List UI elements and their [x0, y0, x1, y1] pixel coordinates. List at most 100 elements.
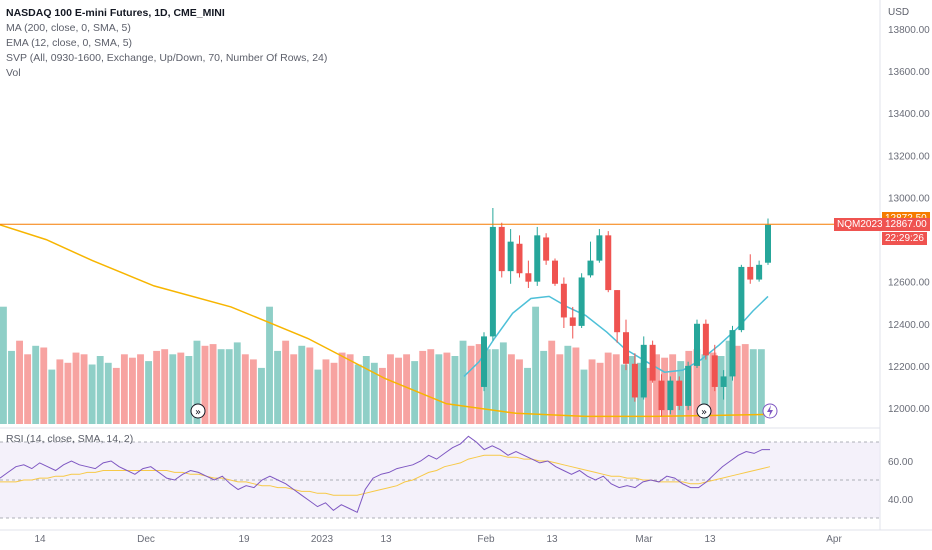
price-tick-label: 13000.00	[888, 193, 930, 204]
vol-legend[interactable]: Vol	[6, 67, 21, 79]
volume-bar	[120, 354, 128, 424]
volume-bar	[161, 349, 169, 424]
time-tick-label: Feb	[477, 534, 495, 545]
volume-bar	[233, 342, 241, 424]
volume-bar	[274, 350, 282, 424]
volume-bar	[322, 359, 330, 424]
volume-bar	[411, 361, 419, 424]
dividend-marker-icon[interactable]: »	[696, 403, 712, 419]
ma-line	[0, 224, 771, 418]
price-tick-label: 12400.00	[888, 320, 930, 331]
volume-bar	[298, 345, 306, 424]
rsi-pane: 60.00 40.00	[0, 435, 913, 519]
volume-bar	[588, 359, 596, 424]
volume-bar	[548, 340, 556, 424]
time-tick-label: 14	[34, 534, 46, 545]
volume-bar	[266, 306, 273, 424]
volume-bar	[516, 359, 523, 424]
volume-bar	[693, 349, 701, 424]
rsi-legend[interactable]: RSI (14, close, SMA, 14, 2)	[6, 433, 134, 445]
candle-body	[765, 224, 771, 263]
volume-bar	[387, 354, 394, 424]
dividend-marker-icon[interactable]: »	[190, 403, 206, 419]
price-tick-label: 12000.00	[888, 404, 930, 415]
ema-legend[interactable]: EMA (12, close, 0, SMA, 5)	[6, 37, 133, 49]
candle-body	[481, 336, 487, 387]
volume-bar	[64, 362, 72, 424]
volume-bar	[645, 367, 652, 424]
volume-bar	[0, 306, 7, 424]
volume-bar	[177, 352, 185, 424]
candle-body	[729, 330, 736, 377]
volume-bar	[314, 369, 322, 424]
volume-bar	[596, 362, 604, 424]
volume-bar	[701, 354, 709, 424]
volume-bar	[709, 352, 717, 424]
volume-bar	[725, 340, 733, 424]
time-tick-label: Apr	[826, 534, 842, 545]
time-axis: 14 Dec 19 2023 13 Feb 13 Mar 13 Apr	[34, 534, 842, 545]
candle-body	[534, 235, 541, 282]
volume-bar	[443, 352, 451, 424]
lightning-event-icon[interactable]	[762, 403, 778, 419]
volume-bar	[72, 352, 80, 424]
price-axis: 13800.00 13600.00 13400.00 13200.00 13000.00…	[888, 25, 930, 415]
volume-bar	[290, 354, 298, 424]
volume-bar	[435, 354, 443, 424]
volume-bar	[209, 344, 217, 424]
volume-bar	[137, 354, 144, 424]
price-tick-label: 13400.00	[888, 109, 930, 120]
volume-bar	[96, 356, 104, 424]
svg-text:»: »	[195, 407, 201, 418]
symbol-title[interactable]: NASDAQ 100 E-mini Futures, 1D, CME_MINI	[6, 7, 225, 19]
volume-bar	[145, 361, 152, 424]
volume-bar	[330, 362, 338, 424]
volume-bar	[661, 357, 669, 424]
volume-bar	[459, 340, 467, 424]
volume-bar	[612, 354, 620, 424]
volume-bar	[40, 347, 48, 424]
volume-bar	[346, 354, 354, 424]
volume-bar	[338, 352, 346, 424]
candle-body	[747, 266, 754, 280]
volume-bar	[104, 362, 112, 424]
candle-body	[560, 283, 567, 318]
ma-series-line	[0, 224, 771, 418]
ema-series-line	[463, 295, 769, 377]
svg-text:»: »	[701, 407, 707, 418]
volume-bar	[491, 349, 499, 424]
svp-legend[interactable]: SVP (All, 0930-1600, Exchange, Up/Down, …	[6, 52, 328, 64]
candle-body	[702, 323, 709, 356]
volume-bar	[354, 364, 362, 424]
last-price-tag: 12867.00	[882, 218, 930, 232]
volume-bar	[419, 350, 427, 424]
volume-bar	[467, 345, 475, 424]
price-tick-label: 12200.00	[888, 362, 930, 373]
volume-bar	[56, 359, 64, 424]
candle-body	[605, 235, 612, 291]
time-tick-label: 13	[704, 534, 716, 545]
time-tick-label: 2023	[311, 534, 334, 545]
volume-bar	[16, 340, 23, 424]
volume-bar	[427, 349, 435, 424]
volume-bar	[540, 350, 548, 424]
volume-bar	[249, 359, 257, 424]
volume-bar	[306, 347, 314, 424]
volume-bar	[572, 347, 580, 424]
volume-bar	[653, 354, 660, 424]
currency-label: USD	[888, 7, 910, 18]
volume-bar	[580, 369, 588, 424]
candle-body	[711, 355, 718, 387]
volume-bar	[129, 357, 136, 424]
ma-legend[interactable]: MA (200, close, 0, SMA, 5)	[6, 22, 131, 34]
volume-bar	[524, 367, 531, 424]
candle-body	[525, 273, 532, 282]
volume-bar	[217, 349, 225, 424]
volume-bar	[556, 354, 564, 424]
candle-body	[667, 380, 674, 411]
volume-bar	[201, 345, 209, 424]
volume-bar	[8, 350, 15, 424]
volume-bar	[282, 340, 290, 424]
volume-bar	[48, 369, 56, 424]
